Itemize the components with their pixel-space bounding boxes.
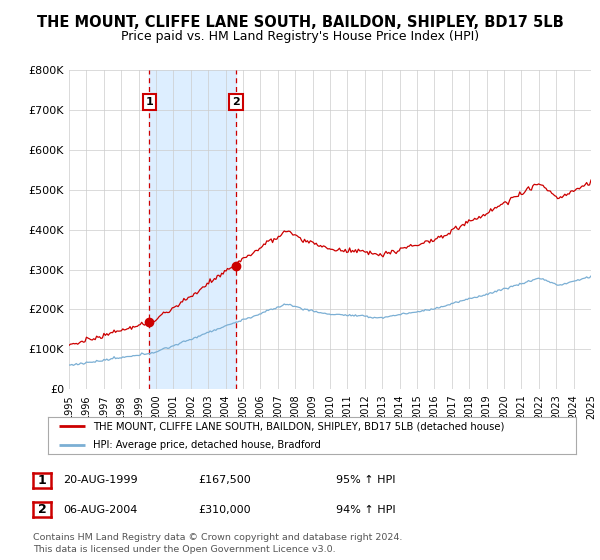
Text: THE MOUNT, CLIFFE LANE SOUTH, BAILDON, SHIPLEY, BD17 5LB: THE MOUNT, CLIFFE LANE SOUTH, BAILDON, S… [37,15,563,30]
Text: 20-AUG-1999: 20-AUG-1999 [63,475,137,486]
Text: 95% ↑ HPI: 95% ↑ HPI [336,475,395,486]
Text: THE MOUNT, CLIFFE LANE SOUTH, BAILDON, SHIPLEY, BD17 5LB (detached house): THE MOUNT, CLIFFE LANE SOUTH, BAILDON, S… [93,421,504,431]
Text: HPI: Average price, detached house, Bradford: HPI: Average price, detached house, Brad… [93,440,321,450]
Text: Price paid vs. HM Land Registry's House Price Index (HPI): Price paid vs. HM Land Registry's House … [121,30,479,43]
Text: £167,500: £167,500 [198,475,251,486]
Text: 2: 2 [232,97,240,107]
Text: 06-AUG-2004: 06-AUG-2004 [63,505,137,515]
Bar [149,70,236,389]
Text: 2: 2 [38,503,46,516]
Text: 1: 1 [38,474,46,487]
Text: £310,000: £310,000 [198,505,251,515]
Text: 94% ↑ HPI: 94% ↑ HPI [336,505,395,515]
Text: 1: 1 [146,97,153,107]
Text: Contains HM Land Registry data © Crown copyright and database right 2024.
This d: Contains HM Land Registry data © Crown c… [33,533,403,554]
